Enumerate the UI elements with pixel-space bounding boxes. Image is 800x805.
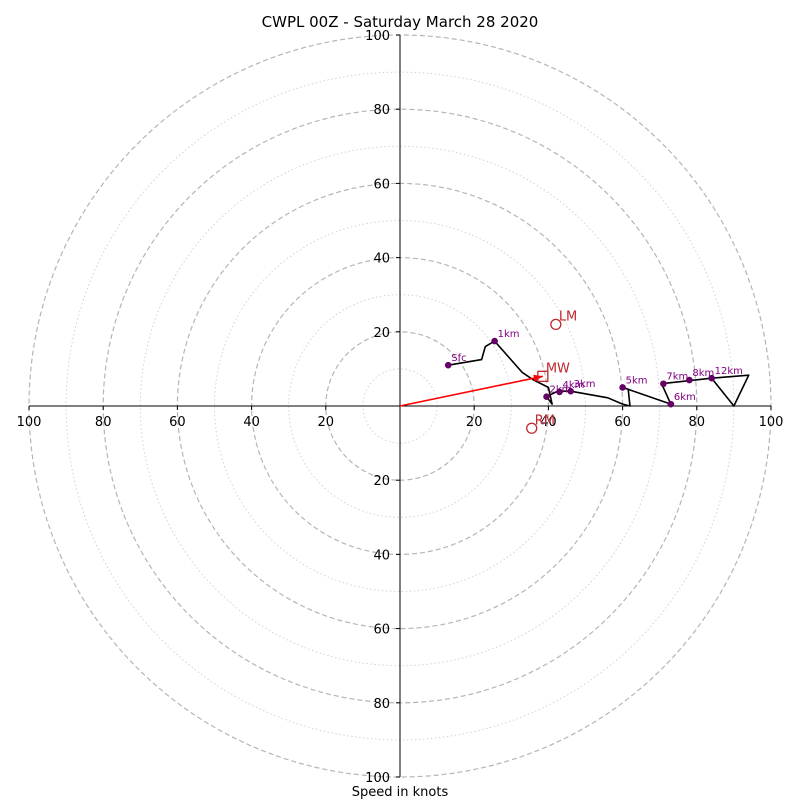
x-tick-label: 20 [466,415,483,430]
height-marker-label: 4km [563,380,585,391]
height-marker [543,393,550,401]
height-marker-label: 3km [574,379,596,390]
y-tick-label: 40 [373,548,390,563]
chart-title: CWPL 00Z - Saturday March 28 2020 [262,13,539,31]
storm-motion-markers: LM MW RM [526,309,577,434]
height-marker [619,384,626,391]
height-marker [567,387,574,395]
x-tick-label: 40 [243,415,260,430]
height-marker-label: Sfc [451,353,466,364]
shear-vector-line [399,375,543,407]
storm-motion-label: MW [546,361,570,376]
x-tick-label: 80 [689,415,706,430]
x-tick-label: 100 [759,415,784,430]
y-tick-label: 20 [373,326,390,341]
height-marker [708,374,715,382]
storm-motion-circle [526,422,538,434]
height-marker [667,400,675,408]
tick-labels: 100 80 60 40 20 20 40 60 80 100 100 80 60 40 20 20 40 60 8… [17,29,784,786]
height-marker [491,337,498,345]
y-tick-label: 80 [373,103,390,118]
height-markers: Sfc1km2km3km4km5km6km7km8km12km [444,329,743,408]
height-marker-label: 5km [626,375,648,386]
height-marker [556,388,563,396]
height-marker-label: 12km [715,366,743,377]
storm-motion-circle [550,318,562,331]
x-tick-label: 100 [17,415,42,430]
height-marker [444,361,452,369]
height-marker-label: 1km [498,329,520,340]
y-tick-label: 20 [373,474,390,489]
y-tick-label: 100 [365,29,390,44]
storm-motion-label: RM [535,413,555,428]
x-tick-label: 60 [169,415,186,430]
y-tick-label: 100 [365,771,390,786]
x-axis-label: Speed in knots [352,785,449,800]
height-marker-label: 6km [674,392,696,403]
x-tick-label: 60 [614,415,631,430]
height-marker-label: 8km [692,368,714,379]
y-tick-label: 60 [373,177,390,192]
storm-motion-square [537,370,549,382]
x-tick-label: 40 [540,415,557,430]
x-tick-label: 80 [95,415,112,430]
x-tick-label: 20 [318,415,335,430]
height-marker [686,376,693,384]
y-tick-label: 80 [373,697,390,712]
height-marker-label: 7km [666,372,688,383]
y-tick-label: 60 [373,623,390,638]
height-marker [660,380,667,388]
storm-motion-label: LM [559,309,577,324]
y-tick-label: 40 [373,252,390,267]
